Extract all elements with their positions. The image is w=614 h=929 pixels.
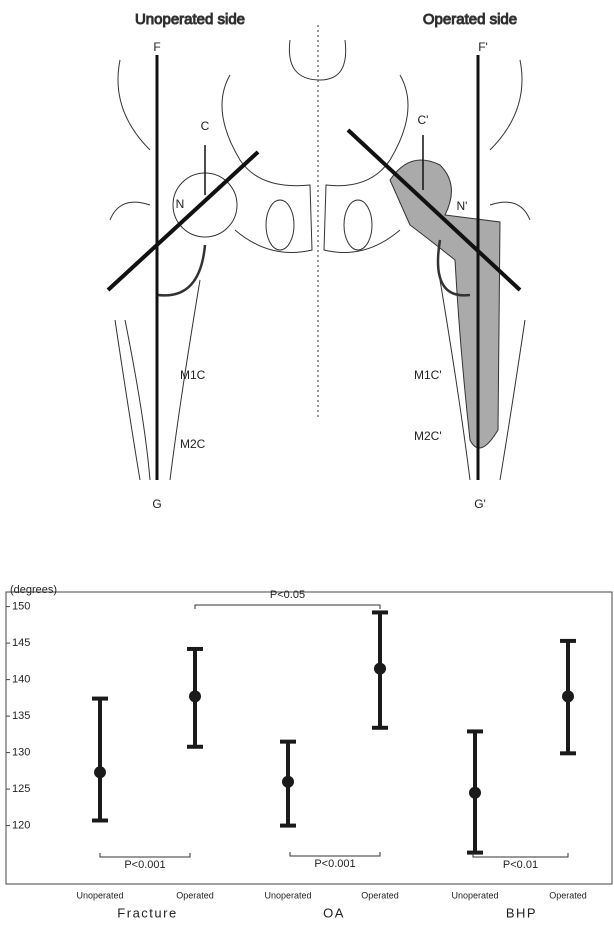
side-label: Operated side (423, 11, 517, 28)
x-tick-label: Unoperated (451, 890, 498, 900)
y-axis-label: (degrees) (10, 584, 57, 596)
arc (157, 244, 207, 297)
point-label: C (201, 119, 210, 133)
significance-label: P<0.001 (124, 859, 165, 871)
y-tick-label: 150 (12, 601, 30, 613)
mean-point (189, 690, 201, 703)
point-label: M2C (180, 437, 206, 451)
y-tick-label: 130 (12, 747, 30, 759)
side-label: Unoperated side (135, 11, 245, 28)
prosthesis (389, 159, 501, 449)
group-label: OA (323, 905, 345, 920)
point-label: N' (457, 199, 468, 213)
x-tick-label: Operated (361, 890, 399, 900)
obturator (265, 199, 295, 251)
hip-diagram: Unoperated side Operated side F F' C C' … (106, 10, 531, 511)
significance-label: P<0.05 (270, 589, 305, 601)
significance-bracket (472, 853, 569, 858)
y-tick-label: 120 (12, 820, 30, 832)
significance-bracket (99, 853, 191, 858)
arc (436, 239, 471, 297)
mean-point (94, 766, 106, 779)
obturator (343, 199, 373, 251)
significance-bracket (289, 852, 381, 857)
significance-label: P<0.01 (503, 859, 538, 871)
significance-bracket (194, 604, 381, 609)
point-label: M1C' (414, 368, 442, 382)
femur-outline (109, 201, 201, 481)
x-tick-label: Unoperated (76, 890, 123, 900)
y-tick-label: 140 (12, 674, 30, 686)
pelvis-outline (117, 39, 523, 253)
y-tick-label: 145 (12, 637, 30, 649)
x-tick-label: Unoperated (264, 890, 311, 900)
significance-label: P<0.001 (314, 858, 355, 870)
point-label: M2C' (414, 429, 442, 443)
point-label: F' (478, 40, 488, 54)
x-tick-label: Operated (549, 890, 587, 900)
mean-point (469, 786, 481, 799)
y-tick-label: 135 (12, 710, 30, 722)
chart-frame (5, 591, 613, 885)
point-label: M1C (180, 368, 206, 382)
y-tick-label: 125 (12, 783, 30, 795)
mean-point (282, 775, 294, 788)
point-label: C' (418, 113, 429, 127)
mean-point (562, 690, 574, 703)
group-label: Fracture (117, 905, 177, 920)
point-label: N (176, 197, 185, 211)
neck-line (106, 150, 260, 292)
neck-line (346, 128, 522, 292)
femur-outline (439, 201, 531, 481)
x-tick-label: Operated (176, 890, 214, 900)
mean-point (374, 662, 386, 675)
point-label: F (153, 40, 160, 54)
point-label: G (152, 497, 161, 511)
group-label: BHP (506, 905, 537, 920)
point-label: G' (474, 497, 486, 511)
